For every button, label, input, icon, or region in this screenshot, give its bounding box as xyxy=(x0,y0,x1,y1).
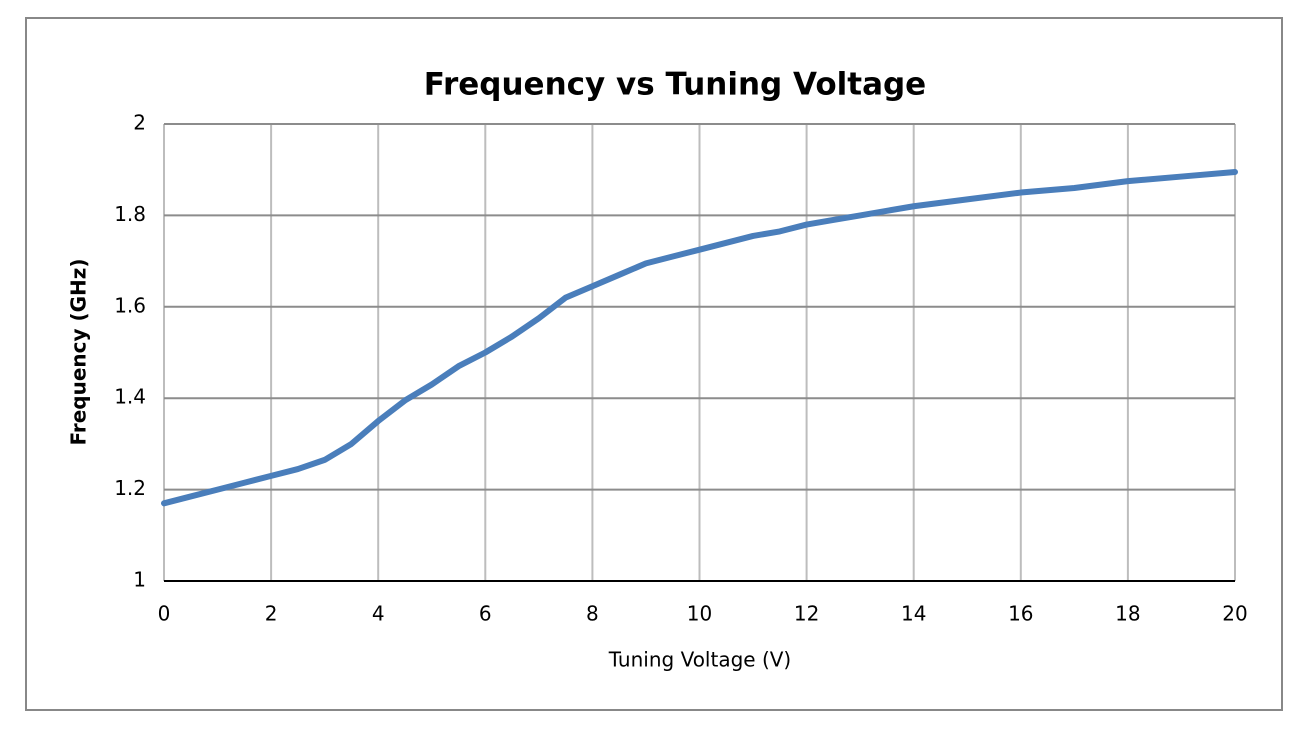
x-tick-label: 0 xyxy=(158,602,171,626)
y-tick-label: 1 xyxy=(133,568,146,592)
x-tick-label: 2 xyxy=(265,602,278,626)
x-tick-label: 18 xyxy=(1115,602,1140,626)
chart-title: Frequency vs Tuning Voltage xyxy=(424,67,926,103)
x-tick-label: 12 xyxy=(794,602,819,626)
x-tick-label: 14 xyxy=(901,602,926,626)
y-tick-label: 2 xyxy=(133,111,146,135)
chart-frame xyxy=(25,17,1283,711)
x-axis-label: Tuning Voltage (V) xyxy=(608,648,791,672)
x-tick-label: 10 xyxy=(687,602,712,626)
y-tick-label: 1.6 xyxy=(114,293,146,317)
x-tick-label: 4 xyxy=(372,602,385,626)
y-axis-label: Frequency (GHz) xyxy=(67,258,91,445)
x-tick-label: 8 xyxy=(586,602,599,626)
x-tick-label: 6 xyxy=(479,602,492,626)
y-tick-label: 1.4 xyxy=(114,385,146,409)
y-tick-label: 1.8 xyxy=(114,202,146,226)
x-tick-label: 20 xyxy=(1222,602,1247,626)
x-tick-label: 16 xyxy=(1008,602,1033,626)
data-line xyxy=(161,168,1238,507)
y-tick-label: 1.2 xyxy=(114,476,146,500)
